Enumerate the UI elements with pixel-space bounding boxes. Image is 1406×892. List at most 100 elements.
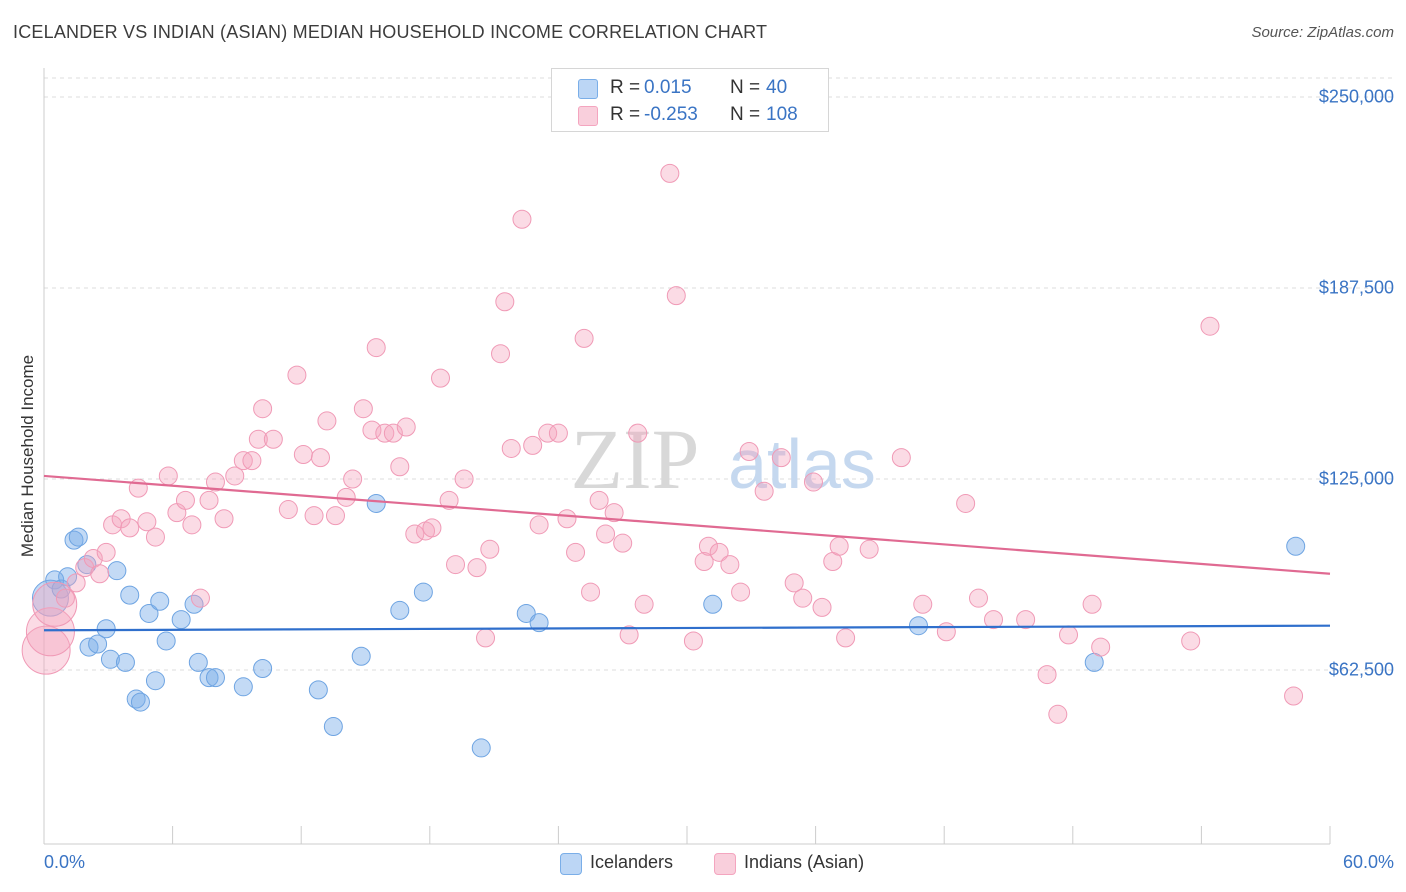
point-indians — [557, 509, 577, 529]
point-indians — [439, 490, 459, 510]
point-icelanders — [100, 649, 120, 669]
y-tick-label: $250,000 — [1318, 86, 1394, 107]
correlation-legend: R = 0.015 N = 40 R = -0.253 N = 108 — [551, 68, 829, 132]
point-icelanders — [413, 582, 433, 602]
point-indians — [754, 481, 774, 501]
point-indians — [694, 552, 714, 572]
point-indians — [225, 466, 245, 486]
point-icelanders — [171, 610, 191, 630]
point-indians — [709, 542, 729, 562]
n-value: 40 — [766, 77, 788, 98]
point-indians — [836, 628, 856, 648]
point-indians — [396, 417, 416, 437]
indians-swatch — [578, 106, 598, 126]
point-indians — [278, 500, 298, 520]
icelanders-swatch — [578, 79, 598, 99]
point-indians — [1284, 686, 1304, 706]
point-indians — [829, 536, 849, 556]
point-icelanders — [199, 668, 219, 688]
point-indians — [1082, 594, 1102, 614]
point-indians — [604, 503, 624, 523]
point-indians — [660, 163, 680, 183]
point-indians — [913, 594, 933, 614]
point-indians — [501, 438, 521, 458]
watermark: ZIP atlas — [571, 411, 876, 507]
point-indians — [21, 625, 71, 675]
point-icelanders — [68, 527, 88, 547]
point-icelanders — [205, 668, 225, 688]
point-icelanders — [908, 616, 928, 636]
x-tick-label-max: 60.0% — [1342, 852, 1394, 872]
legend-row-indians: R = -0.253 N = 108 — [552, 102, 828, 128]
point-indians — [1181, 631, 1201, 651]
point-icelanders — [31, 579, 69, 617]
point-indians — [175, 490, 195, 510]
point-indians — [214, 509, 234, 529]
axes — [43, 68, 1331, 845]
trend-lines — [43, 474, 1331, 632]
point-indians — [529, 515, 549, 535]
point-icelanders — [471, 738, 491, 758]
point-indians — [362, 420, 382, 440]
n-label: N = — [730, 104, 761, 125]
point-indians — [263, 429, 283, 449]
point-indians — [390, 457, 410, 477]
point-indians — [523, 435, 543, 455]
point-icelanders — [351, 646, 371, 666]
point-indians — [619, 625, 639, 645]
point-indians — [343, 469, 363, 489]
point-icelanders — [96, 619, 116, 639]
data-points — [21, 163, 1306, 758]
point-indians — [771, 448, 791, 468]
point-indians — [480, 539, 500, 559]
point-indians — [353, 399, 373, 419]
point-icelanders — [529, 613, 549, 633]
point-indians — [589, 490, 609, 510]
trend-line-icelanders — [43, 624, 1331, 632]
point-indians — [936, 622, 956, 642]
point-indians — [120, 518, 140, 538]
point-indians — [253, 399, 273, 419]
point-indians — [731, 582, 751, 602]
point-indians — [1091, 637, 1111, 657]
gridlines — [44, 77, 1396, 671]
point-indians — [859, 539, 879, 559]
point-indians — [495, 292, 515, 312]
legend-label: Indians (Asian) — [744, 852, 865, 872]
n-label: N = — [730, 77, 761, 98]
point-indians — [739, 441, 759, 461]
chart-title: ICELANDER VS INDIAN (ASIAN) MEDIAN HOUSE… — [13, 22, 768, 42]
point-indians — [310, 448, 330, 468]
point-indians — [205, 472, 225, 492]
point-indians — [613, 533, 633, 553]
point-indians — [293, 445, 313, 465]
x-tick-label-min: 0.0% — [44, 852, 86, 872]
point-indians — [491, 344, 511, 364]
watermark-zip: ZIP — [571, 411, 700, 507]
point-indians — [1037, 665, 1057, 685]
point-indians — [476, 628, 496, 648]
point-indians — [145, 527, 165, 547]
r-label: R = — [610, 104, 641, 125]
point-indians — [1059, 625, 1079, 645]
point-icelanders — [323, 717, 343, 737]
point-indians — [683, 631, 703, 651]
y-tick-label: $187,500 — [1318, 277, 1394, 298]
point-indians — [891, 448, 911, 468]
point-indians — [512, 209, 532, 229]
r-value: -0.253 — [644, 104, 698, 125]
point-indians — [422, 518, 442, 538]
point-indians — [956, 493, 976, 513]
point-icelanders — [390, 600, 410, 620]
legend-label: Icelanders — [590, 852, 674, 872]
point-icelanders — [253, 658, 273, 678]
point-icelanders — [308, 680, 328, 700]
point-indians — [199, 490, 219, 510]
y-tick-label: $62,500 — [1328, 659, 1394, 680]
point-icelanders — [1286, 536, 1306, 556]
point-indians — [96, 542, 116, 562]
point-icelanders — [145, 671, 165, 691]
point-indians — [431, 368, 451, 388]
point-indians — [137, 512, 157, 532]
